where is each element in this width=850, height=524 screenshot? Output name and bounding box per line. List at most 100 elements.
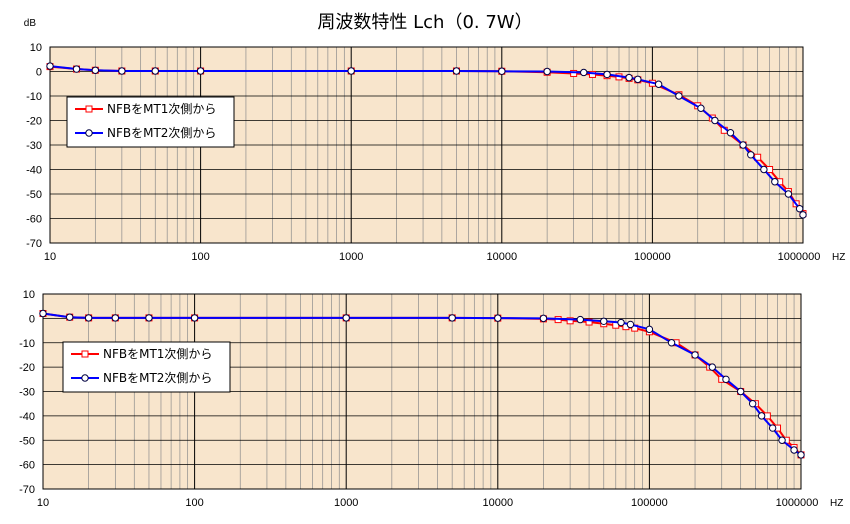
data-point	[634, 75, 642, 84]
data-point	[39, 309, 47, 318]
y-tick-label: -70	[19, 484, 35, 496]
data-point	[760, 165, 768, 174]
y-tick-label: 10	[23, 289, 35, 301]
data-point	[91, 66, 100, 74]
x-axis-unit: HZ	[832, 252, 845, 263]
data-point	[539, 314, 548, 323]
y-tick-label: -50	[19, 435, 35, 447]
data-point	[617, 318, 625, 327]
x-tick-label: 1000000	[776, 497, 819, 509]
data-point	[576, 315, 584, 324]
data-point	[600, 317, 608, 325]
legend-label: NFBをMT1次側から	[107, 102, 216, 116]
data-point	[46, 62, 54, 70]
data-point	[711, 116, 719, 125]
data-point	[795, 205, 804, 213]
data-point	[448, 314, 456, 322]
data-point	[799, 211, 807, 219]
data-point	[72, 65, 81, 73]
legend-marker	[85, 129, 93, 137]
data-point	[347, 67, 355, 75]
y-tick-label: -10	[26, 91, 42, 103]
data-point	[645, 325, 654, 334]
legend-marker	[81, 374, 89, 382]
y-tick-label: -30	[19, 387, 35, 399]
data-point	[784, 190, 793, 198]
legend-box	[62, 341, 231, 393]
data-point	[196, 67, 205, 75]
data-point	[708, 363, 717, 371]
legend-box	[66, 96, 235, 148]
y-tick-label: -20	[26, 116, 42, 128]
data-point	[570, 69, 578, 77]
x-tick-label: 1000000	[778, 251, 821, 263]
data-point	[754, 153, 762, 161]
data-point	[84, 314, 93, 322]
x-axis-unit: HZ	[830, 498, 843, 509]
data-point	[667, 339, 676, 347]
data-point	[691, 351, 699, 359]
x-tick-label: 10	[44, 251, 56, 263]
data-point	[566, 317, 574, 325]
data-point	[585, 318, 593, 326]
data-point	[797, 451, 805, 459]
plot-frame	[49, 46, 804, 244]
data-point	[145, 314, 153, 322]
data-point	[626, 320, 635, 329]
x-tick-label: 10000	[483, 497, 514, 509]
y-tick-label: -20	[19, 362, 35, 374]
data-point	[625, 73, 633, 82]
data-point	[118, 67, 126, 75]
plot-frame	[42, 293, 802, 490]
x-tick-label: 100000	[631, 497, 668, 509]
y-tick-label: -30	[26, 140, 42, 152]
data-point	[722, 375, 730, 384]
data-point	[498, 67, 506, 75]
x-tick-label: 100	[185, 497, 203, 509]
y-axis-unit: dB	[24, 18, 37, 29]
legend-label: NFBをMT2次側から	[103, 371, 212, 385]
x-tick-label: 1000	[334, 497, 358, 509]
y-tick-label: 0	[29, 313, 35, 325]
data-point	[726, 129, 735, 137]
x-tick-label: 100	[191, 251, 209, 263]
data-point	[778, 436, 786, 444]
data-point	[790, 446, 798, 454]
data-point	[580, 68, 588, 77]
data-point	[697, 104, 705, 112]
x-tick-label: 100000	[634, 251, 671, 263]
data-point	[543, 67, 551, 76]
x-tick-label: 10000	[487, 251, 518, 263]
data-point	[747, 151, 755, 159]
y-tick-label: -60	[26, 214, 42, 226]
y-tick-label: 0	[36, 67, 42, 79]
data-point	[452, 67, 461, 75]
data-point	[151, 67, 159, 75]
legend: NFBをMT1次側から NFBをMT2次側から	[66, 96, 235, 148]
y-tick-label: -50	[26, 189, 42, 201]
chart-title: 周波数特性 Lch（0. 7W）	[317, 12, 532, 33]
data-point	[768, 424, 777, 432]
legend-marker	[85, 105, 93, 113]
data-point	[342, 314, 350, 322]
data-point	[748, 399, 757, 408]
data-point	[771, 178, 779, 186]
data-point	[111, 314, 120, 322]
legend: NFBをMT1次側から NFBをMT2次側から	[62, 341, 231, 393]
data-point	[65, 313, 74, 321]
legend-marker	[81, 350, 89, 358]
data-point	[654, 80, 663, 88]
y-tick-label: 10	[30, 42, 42, 54]
y-tick-label: -60	[19, 460, 35, 472]
data-point	[739, 141, 747, 149]
legend-label: NFBをMT1次側から	[103, 347, 212, 361]
legend-label: NFBをMT2次側から	[107, 126, 216, 140]
data-point	[494, 314, 502, 322]
series-2	[46, 62, 807, 219]
x-tick-label: 10	[37, 497, 49, 509]
series-2	[39, 309, 805, 459]
y-tick-label: -70	[26, 238, 42, 250]
